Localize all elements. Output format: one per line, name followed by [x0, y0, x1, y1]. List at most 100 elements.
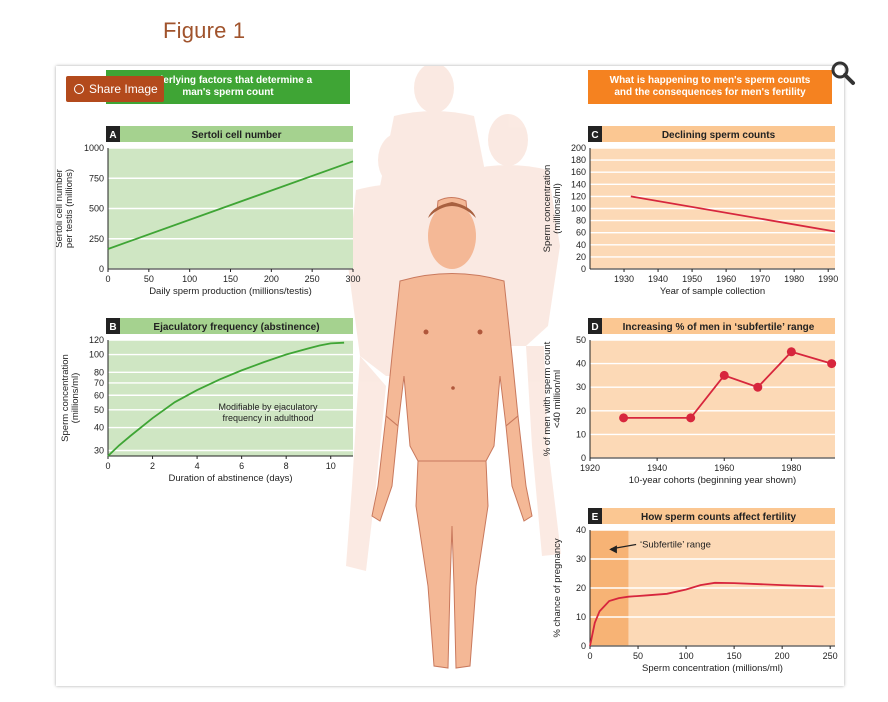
chart-c-ytick-label: 60 [576, 228, 586, 238]
chart-c-title: Declining sperm counts [662, 130, 776, 141]
chart-e-xtick-label: 50 [633, 651, 643, 661]
chart-a-ytick-label: 1000 [84, 143, 104, 153]
chart-c-ylabel: (millions/ml) [552, 183, 563, 234]
chart-a-letter: A [109, 130, 116, 141]
chart-b-ylabel: Sperm concentration [60, 354, 71, 442]
chart-e-xtick-label: 150 [727, 651, 742, 661]
chart-c-ytick-label: 140 [571, 179, 586, 189]
chart-e-ytick-label: 30 [576, 554, 586, 564]
chart-a-ylabel: per testis (millions) [64, 169, 75, 248]
chart-b-ylabel: (millions/ml) [70, 373, 81, 424]
chart-b-ytick-label: 60 [94, 390, 104, 400]
chart-b-letter: B [109, 322, 116, 333]
chart-e-xtick-label: 250 [823, 651, 838, 661]
chart-a-xtick-label: 200 [264, 274, 279, 284]
body-legs [415, 460, 489, 669]
chart-d-data-point [686, 413, 696, 423]
chart-b-xtick-label: 8 [284, 461, 289, 471]
chart-d-ytick-label: 30 [576, 382, 586, 392]
chart-e-xtick-label: 0 [587, 651, 592, 661]
chart-e-annotation: ‘Subfertile’ range [640, 540, 711, 551]
chart-b-letter-box [106, 318, 120, 334]
chart-d-xtick-label: 1940 [647, 463, 667, 473]
chart-a-xtick-label: 0 [105, 274, 110, 284]
chart-e-xlabel: Sperm concentration (millions/ml) [642, 663, 783, 674]
chart-d-ylabel: <40 million/ml [552, 370, 563, 428]
chart-b-xtick-label: 6 [239, 461, 244, 471]
chart-d-data-point [719, 370, 729, 380]
chart-a-letter-box [106, 126, 120, 142]
chart-c-ytick-label: 20 [576, 252, 586, 262]
body-hair [428, 202, 476, 218]
chart-c-xtick-label: 1950 [682, 274, 702, 284]
chart-d-ytick-label: 0 [581, 453, 586, 463]
chart-b-annotation: frequency in adulthood [222, 413, 313, 423]
chart-b-xtick-label: 0 [105, 461, 110, 471]
share-image-button[interactable]: Share Image [66, 76, 164, 102]
chart-a-title-bar [108, 126, 353, 142]
chart-a-ylabel: Sertoli cell number [56, 169, 65, 248]
male-body-illustration [346, 66, 561, 669]
body-nipple-left [423, 329, 429, 335]
chart-b-xtick-label: 2 [150, 461, 155, 471]
chart-b-ytick-label: 70 [94, 378, 104, 388]
chart-d-ytick-label: 40 [576, 359, 586, 369]
chart-c-ytick-label: 180 [571, 155, 586, 165]
chart-a-series-line [107, 160, 354, 250]
ghost-head-3 [488, 114, 528, 166]
right-section-header-bg [588, 70, 832, 104]
chart-a-ytick-label: 0 [99, 264, 104, 274]
chart-c-xtick-label: 1990 [818, 274, 838, 284]
chart-d-xtick-label: 1960 [714, 463, 734, 473]
chart-d-letter: D [591, 322, 598, 333]
chart-a-xtick-label: 250 [305, 274, 320, 284]
body-nipple-right [477, 329, 483, 335]
chart-a-title: Sertoli cell number [191, 130, 281, 141]
chart-d-ylabel: % of men with sperm count [542, 341, 553, 456]
chart-d-ytick-label: 50 [576, 335, 586, 345]
chart-d-data-point [753, 382, 763, 392]
ghost-leg-3a [526, 346, 561, 556]
chart-d-xtick-label: 1920 [580, 463, 600, 473]
chart-c-letter: C [591, 130, 598, 141]
ghost-leg-2a [346, 356, 386, 571]
chart-e-ytick-label: 0 [581, 641, 586, 651]
chart-e: E How sperm counts affect fertility 0 10 20 3… [552, 508, 838, 674]
chart-d-plot-area [590, 340, 835, 458]
chart-a-ytick-label: 750 [89, 173, 104, 183]
chart-d-ytick-label: 10 [576, 429, 586, 439]
chart-d-data-point [786, 347, 796, 357]
chart-e-ytick-label: 20 [576, 583, 586, 593]
chart-d-data-point [827, 359, 837, 369]
zoom-magnifier-icon[interactable] [830, 60, 856, 86]
left-section-header-line: man's sperm count [182, 87, 274, 98]
figure-panel: Underlying factors that determine a man's… [56, 66, 844, 686]
chart-c-title-bar [590, 126, 835, 142]
chart-d-title: Increasing % of men in ‘subfertile’ rang… [623, 322, 815, 333]
chart-e-xtick-label: 200 [775, 651, 790, 661]
chart-e-ylabel: % chance of pregnancy [552, 538, 563, 638]
chart-a-xtick-label: 50 [144, 274, 154, 284]
chart-a-ytick-label: 250 [89, 234, 104, 244]
chart-a-xtick-label: 100 [182, 274, 197, 284]
chart-e-ytick-label: 40 [576, 525, 586, 535]
chart-b-ytick-label: 50 [94, 405, 104, 415]
chart-b-annotation: Modifiable by ejaculatory [218, 402, 318, 412]
ghost-head-2 [378, 133, 420, 187]
right-section-header-line: and the consequences for men's fertility [614, 87, 806, 98]
chart-c-xtick-label: 1930 [614, 274, 634, 284]
chart-a: A Sertoli cell number 0 250 500 750 1000 0 50 100… [56, 126, 361, 297]
chart-e-title-bar [590, 508, 835, 524]
figure-canvas: Underlying factors that determine aman's… [56, 66, 838, 674]
chart-a-xlabel: Daily sperm production (millions/testis) [149, 286, 312, 297]
chart-b-ytick-label: 30 [94, 446, 104, 456]
share-image-label: Share Image [89, 82, 158, 96]
chart-b-title: Ejaculatory frequency (abstinence) [153, 322, 319, 333]
chart-e-series-line [589, 581, 824, 647]
chart-a-xtick-label: 150 [223, 274, 238, 284]
chart-c-ytick-label: 120 [571, 191, 586, 201]
chart-c-xtick-label: 1970 [750, 274, 770, 284]
chart-c-ylabel: Sperm concentration [542, 165, 553, 253]
chart-c-ytick-label: 80 [576, 216, 586, 226]
body-head [428, 203, 476, 269]
